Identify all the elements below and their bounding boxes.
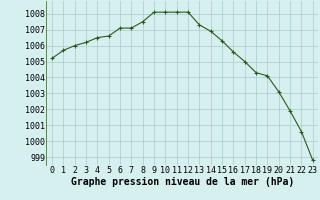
X-axis label: Graphe pression niveau de la mer (hPa): Graphe pression niveau de la mer (hPa)	[71, 177, 294, 187]
